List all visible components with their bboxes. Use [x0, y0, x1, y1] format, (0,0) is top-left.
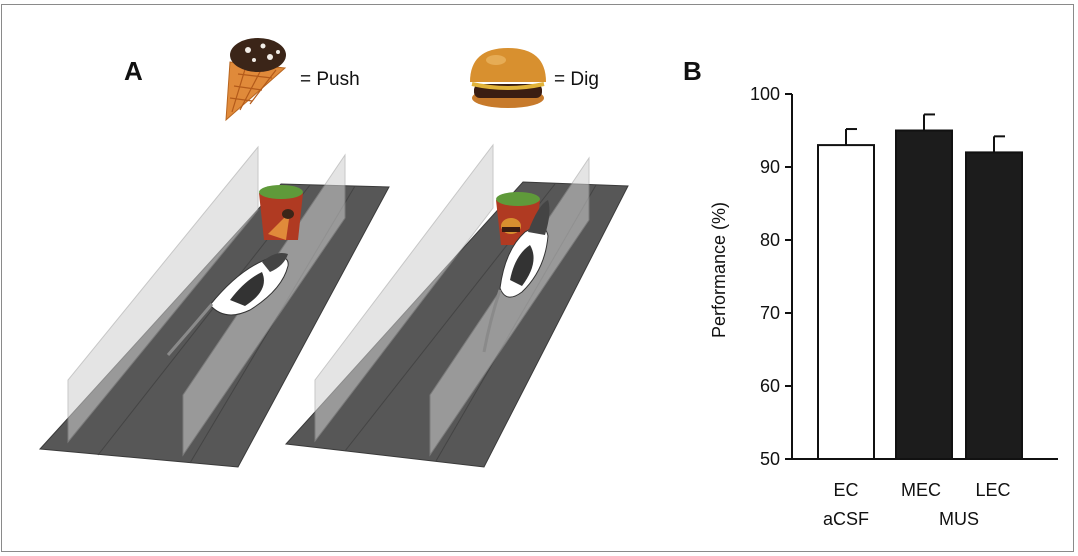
- y-axis-label: Performance (%): [709, 202, 729, 338]
- y-ticks: 50 60 70 80 90 100: [750, 84, 792, 469]
- ice-cream-cone-icon: [225, 38, 287, 122]
- x-labels: EC MEC LEC aCSF MUS: [823, 480, 1011, 529]
- x-category-label: MEC: [901, 480, 941, 500]
- y-tick-label: 100: [750, 84, 780, 104]
- figure-frame: [1, 4, 1074, 552]
- x-category-label: LEC: [975, 480, 1010, 500]
- panel-a-label: A: [124, 56, 143, 86]
- left-track: [38, 145, 390, 468]
- left-rat: [166, 253, 289, 356]
- bars: [817, 113, 1023, 460]
- left-pot-with-cone: [259, 185, 303, 240]
- y-tick-label: 50: [760, 449, 780, 469]
- x-category-label: EC: [833, 480, 858, 500]
- x-group-label: aCSF: [823, 509, 869, 529]
- y-tick-label: 70: [760, 303, 780, 323]
- bar-ec: [817, 144, 875, 460]
- bar-lec: [965, 151, 1023, 460]
- y-tick-label: 90: [760, 157, 780, 177]
- x-group-label: MUS: [939, 509, 979, 529]
- dig-legend-text: = Dig: [554, 69, 599, 90]
- y-tick-label: 80: [760, 230, 780, 250]
- y-tick-label: 60: [760, 376, 780, 396]
- burger-icon: [470, 48, 546, 108]
- push-legend-text: = Push: [300, 69, 360, 90]
- bar-mec: [895, 129, 953, 460]
- panel-b-label: B: [683, 56, 702, 86]
- right-rat: [482, 200, 550, 353]
